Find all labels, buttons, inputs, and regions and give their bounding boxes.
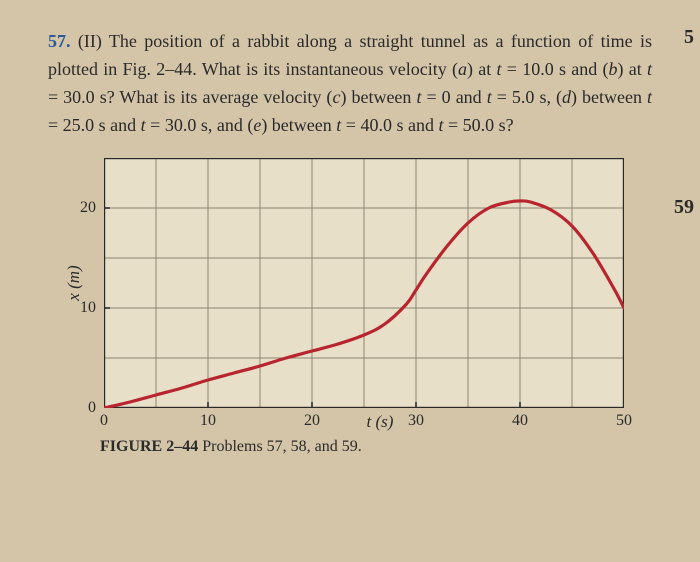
x-tick-label: 20	[304, 408, 320, 430]
figure-caption: FIGURE 2–44 Problems 57, 58, and 59.	[100, 438, 632, 456]
figure: x (m) 01020 01020304050 t (s) FIGURE 2–4…	[88, 158, 632, 456]
problem-text: 57. (II) The position of a rabbit along …	[48, 28, 652, 140]
edge-fragment-top: 5	[684, 26, 694, 49]
chart-area: x (m) 01020 01020304050	[104, 158, 624, 408]
figure-label: FIGURE 2–44	[100, 438, 198, 455]
x-tick-label: 40	[512, 408, 528, 430]
y-axis-label: x (m)	[64, 265, 84, 300]
figure-caption-text: Problems 57, 58, and 59.	[202, 438, 362, 455]
x-tick-label: 30	[408, 408, 424, 430]
problem-level: (II)	[78, 31, 102, 51]
chart-svg	[104, 158, 624, 408]
x-tick-label: 10	[200, 408, 216, 430]
problem-number: 57.	[48, 31, 71, 51]
problem-body: The position of a rabbit along a straigh…	[48, 31, 652, 135]
edge-fragment-mid: 59	[674, 196, 694, 219]
x-tick-label: 50	[616, 408, 632, 430]
y-tick-label: 10	[80, 299, 104, 317]
x-tick-label: 0	[100, 408, 108, 430]
y-tick-label: 20	[80, 199, 104, 217]
